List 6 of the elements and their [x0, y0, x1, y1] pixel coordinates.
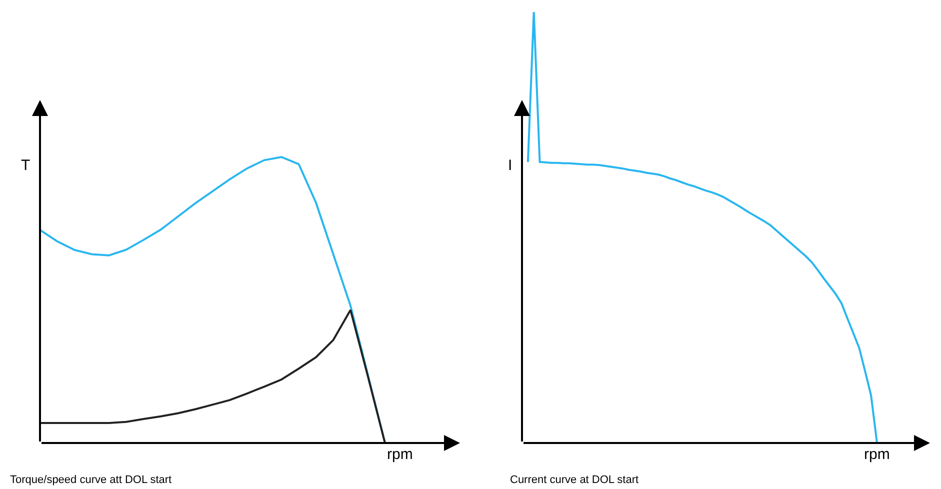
x-axis-title: rpm: [387, 446, 413, 463]
text: Torque/speed curve att DOL start: [10, 474, 172, 486]
y-axis-title: I: [508, 157, 512, 174]
text: Current curve at DOL start: [510, 474, 639, 486]
y-axis-title: T: [21, 157, 30, 174]
x-axis-title: rpm: [864, 446, 890, 463]
